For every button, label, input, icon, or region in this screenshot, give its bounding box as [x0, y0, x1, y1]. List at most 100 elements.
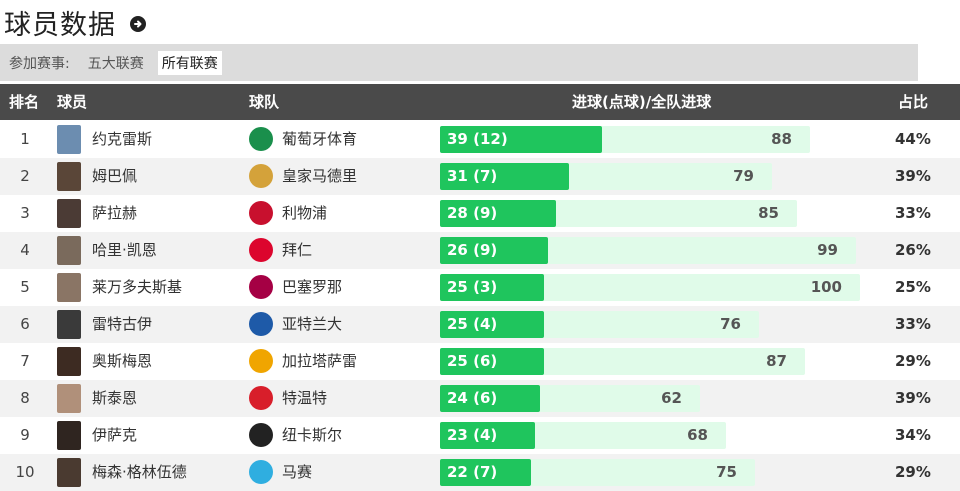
player-name[interactable]: 奥斯梅恩 [92, 352, 153, 370]
rank-cell: 6 [20, 315, 30, 333]
player-goals-bar: 23 (4) [440, 422, 535, 449]
player-name[interactable]: 哈里·凯恩 [92, 241, 157, 259]
team-goals-value: 76 [720, 315, 741, 333]
table-row[interactable]: 3 萨拉赫 利物浦 28 (9) 85 33% [0, 195, 960, 232]
team-goals-value: 62 [661, 389, 682, 407]
rank-cell: 4 [20, 241, 30, 259]
player-avatar [57, 236, 81, 265]
team-goals-value: 75 [716, 463, 737, 481]
team-logo-icon [249, 386, 273, 410]
team-name[interactable]: 纽卡斯尔 [282, 426, 343, 444]
header-goals: 进球(点球)/全队进球 [572, 93, 712, 111]
player-name[interactable]: 约克雷斯 [92, 130, 153, 148]
team-name[interactable]: 亚特兰大 [282, 315, 343, 333]
table-row[interactable]: 4 哈里·凯恩 拜仁 26 (9) 99 26% [0, 232, 960, 269]
ratio-value: 33% [895, 204, 931, 222]
header-ratio: 占比 [898, 93, 929, 111]
table-row[interactable]: 9 伊萨克 纽卡斯尔 23 (4) 68 34% [0, 417, 960, 454]
table-header: 排名 球员 球队 进球(点球)/全队进球 占比 [0, 84, 960, 120]
filter-option-all[interactable]: 所有联赛 [157, 50, 222, 75]
filter-option-top5[interactable]: 五大联赛 [87, 55, 144, 72]
competition-filter: 参加赛事: 五大联赛 所有联赛 [0, 44, 918, 81]
player-goals-bar: 39 (12) [440, 126, 602, 153]
ratio-value: 39% [895, 167, 931, 185]
rank-cell: 7 [20, 352, 30, 370]
filter-label: 参加赛事: [9, 55, 70, 72]
team-logo-icon [249, 312, 273, 336]
team-name[interactable]: 拜仁 [282, 241, 313, 259]
team-name[interactable]: 葡萄牙体育 [282, 130, 358, 148]
page-header: 球员数据 [4, 4, 146, 41]
table-row[interactable]: 10 梅森·格林伍德 马赛 22 (7) 75 29% [0, 454, 960, 491]
team-name[interactable]: 利物浦 [282, 204, 328, 222]
player-name[interactable]: 斯泰恩 [92, 389, 138, 407]
player-name[interactable]: 莱万多夫斯基 [92, 278, 183, 296]
player-avatar [57, 162, 81, 191]
ratio-value: 44% [895, 130, 931, 148]
team-goals-value: 99 [817, 241, 838, 259]
team-goals-value: 68 [687, 426, 708, 444]
player-name[interactable]: 姆巴佩 [92, 167, 138, 185]
team-logo-icon [249, 349, 273, 373]
player-name[interactable]: 萨拉赫 [92, 204, 138, 222]
rank-cell: 3 [20, 204, 30, 222]
player-goals-bar: 25 (4) [440, 311, 544, 338]
team-goals-value: 87 [766, 352, 787, 370]
table-row[interactable]: 6 雷特古伊 亚特兰大 25 (4) 76 33% [0, 306, 960, 343]
ratio-value: 29% [895, 352, 931, 370]
rank-cell: 5 [20, 278, 30, 296]
rank-cell: 1 [20, 130, 30, 148]
header-team: 球队 [249, 93, 280, 111]
header-player: 球员 [57, 93, 88, 111]
team-name[interactable]: 特温特 [282, 389, 328, 407]
arrow-right-circle-icon[interactable] [130, 16, 146, 32]
player-goals-bar: 31 (7) [440, 163, 569, 190]
player-name[interactable]: 雷特古伊 [92, 315, 153, 333]
team-logo-icon [249, 164, 273, 188]
ratio-value: 29% [895, 463, 931, 481]
table-row[interactable]: 8 斯泰恩 特温特 24 (6) 62 39% [0, 380, 960, 417]
player-avatar [57, 347, 81, 376]
ratio-value: 39% [895, 389, 931, 407]
header-rank: 排名 [9, 93, 40, 111]
player-name[interactable]: 伊萨克 [92, 426, 138, 444]
table-row[interactable]: 7 奥斯梅恩 加拉塔萨雷 25 (6) 87 29% [0, 343, 960, 380]
table-row[interactable]: 1 约克雷斯 葡萄牙体育 39 (12) 88 44% [0, 121, 960, 158]
team-goals-value: 79 [733, 167, 754, 185]
team-name[interactable]: 巴塞罗那 [282, 278, 343, 296]
player-goals-bar: 24 (6) [440, 385, 540, 412]
table-row[interactable]: 2 姆巴佩 皇家马德里 31 (7) 79 39% [0, 158, 960, 195]
team-logo-icon [249, 127, 273, 151]
team-name[interactable]: 马赛 [282, 463, 313, 481]
ratio-value: 25% [895, 278, 931, 296]
team-logo-icon [249, 238, 273, 262]
team-name[interactable]: 加拉塔萨雷 [282, 352, 358, 370]
ratio-value: 34% [895, 426, 931, 444]
player-name[interactable]: 梅森·格林伍德 [92, 463, 187, 481]
rank-cell: 2 [20, 167, 30, 185]
team-logo-icon [249, 460, 273, 484]
ratio-value: 26% [895, 241, 931, 259]
team-goals-value: 100 [810, 278, 842, 296]
page-title: 球员数据 [4, 9, 116, 41]
team-logo-icon [249, 423, 273, 447]
team-logo-icon [249, 201, 273, 225]
player-avatar [57, 384, 81, 413]
team-name[interactable]: 皇家马德里 [282, 167, 358, 185]
player-avatar [57, 458, 81, 487]
rank-cell: 9 [20, 426, 30, 444]
rank-cell: 8 [20, 389, 30, 407]
player-avatar [57, 125, 81, 154]
player-goals-bar: 25 (6) [440, 348, 544, 375]
team-goals-value: 88 [771, 130, 792, 148]
ratio-value: 33% [895, 315, 931, 333]
player-goals-bar: 22 (7) [440, 459, 531, 486]
player-avatar [57, 199, 81, 228]
player-goals-bar: 26 (9) [440, 237, 548, 264]
table-row[interactable]: 5 莱万多夫斯基 巴塞罗那 25 (3) 100 25% [0, 269, 960, 306]
player-avatar [57, 421, 81, 450]
player-goals-bar: 28 (9) [440, 200, 556, 227]
player-avatar [57, 310, 81, 339]
player-goals-bar: 25 (3) [440, 274, 544, 301]
team-goals-value: 85 [758, 204, 779, 222]
